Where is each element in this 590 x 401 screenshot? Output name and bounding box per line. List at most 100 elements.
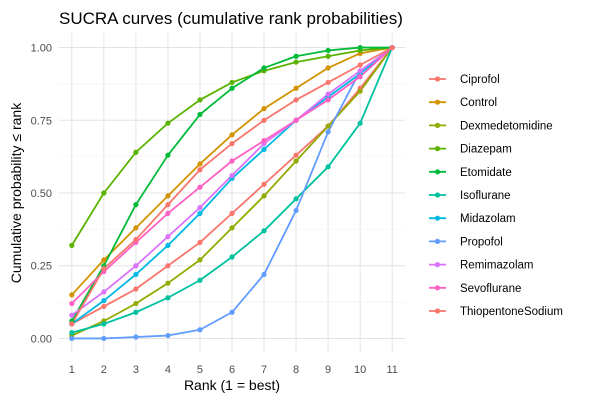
data-point-etomidate bbox=[293, 53, 299, 59]
data-point-control bbox=[133, 225, 139, 231]
data-point-dexmedetomidine bbox=[165, 280, 171, 286]
data-point-ciprofol bbox=[101, 303, 107, 310]
legend-key-point bbox=[434, 285, 441, 291]
data-point-thiopentonesodium bbox=[357, 62, 363, 68]
data-point-sevoflurane bbox=[357, 74, 363, 80]
legend-key-point bbox=[434, 192, 441, 198]
data-point-dexmedetomidine bbox=[357, 88, 363, 94]
data-point-remimazolam bbox=[197, 204, 203, 211]
data-point-isoflurane bbox=[293, 196, 299, 202]
y-tick-label: 0.50 bbox=[31, 188, 52, 200]
legend-label: Remimazolam bbox=[460, 260, 534, 272]
legend-key-point bbox=[434, 76, 441, 82]
data-point-etomidate bbox=[165, 152, 171, 158]
data-point-dexmedetomidine bbox=[261, 193, 267, 199]
data-point-dexmedetomidine bbox=[197, 257, 203, 263]
legend-item: Isoflurane bbox=[429, 190, 511, 202]
data-point-midazolam bbox=[133, 271, 139, 278]
data-point-propofol bbox=[229, 309, 235, 315]
data-point-diazepam bbox=[325, 53, 331, 59]
data-point-ciprofol bbox=[133, 286, 139, 292]
x-tick-label: 7 bbox=[261, 364, 267, 376]
legend-label: Diazepam bbox=[460, 144, 512, 156]
legend-item: Dexmedetomidine bbox=[429, 120, 553, 132]
data-point-diazepam bbox=[165, 120, 171, 126]
legend-label: Propofol bbox=[460, 236, 503, 248]
series-points bbox=[69, 44, 395, 342]
legend-label: Isoflurane bbox=[460, 190, 511, 202]
x-axis-ticks: 1 2 3 4 5 6 7 8 9 10 11 bbox=[69, 364, 398, 376]
data-point-sevoflurane bbox=[261, 138, 267, 144]
data-point-ciprofol bbox=[197, 239, 203, 246]
legend-key-point bbox=[434, 308, 441, 314]
data-point-dexmedetomidine bbox=[229, 225, 235, 231]
legend-item: Propofol bbox=[429, 236, 503, 248]
data-point-thiopentonesodium bbox=[101, 266, 107, 272]
legend-item: Etomidate bbox=[429, 167, 512, 179]
y-axis-title: Cumulative probability ≤ rank bbox=[8, 102, 24, 283]
data-point-control bbox=[293, 85, 299, 91]
legend-item: Control bbox=[429, 97, 497, 109]
data-point-isoflurane bbox=[261, 228, 267, 234]
legend-key-point bbox=[434, 238, 441, 244]
data-point-midazolam bbox=[165, 242, 171, 248]
x-tick-label: 3 bbox=[133, 364, 139, 376]
legend-key-point bbox=[434, 262, 441, 268]
data-point-control bbox=[229, 132, 235, 138]
legend-label: Dexmedetomidine bbox=[460, 120, 553, 132]
data-point-midazolam bbox=[197, 210, 203, 216]
data-point-midazolam bbox=[261, 146, 267, 152]
x-tick-label: 10 bbox=[354, 364, 366, 376]
data-point-thiopentonesodium bbox=[293, 97, 299, 103]
data-point-etomidate bbox=[325, 47, 331, 54]
x-tick-label: 9 bbox=[325, 364, 331, 376]
y-tick-label: 0.25 bbox=[31, 261, 52, 273]
data-point-propofol bbox=[69, 335, 75, 342]
data-point-etomidate bbox=[261, 65, 267, 71]
data-point-control bbox=[69, 292, 75, 298]
x-tick-label: 5 bbox=[197, 364, 203, 376]
legend-item: Sevoflurane bbox=[429, 283, 521, 295]
data-point-etomidate bbox=[197, 111, 203, 118]
x-tick-label: 6 bbox=[229, 364, 235, 376]
legend-item: ThiopentoneSodium bbox=[429, 306, 563, 318]
data-point-propofol bbox=[133, 334, 139, 340]
x-tick-label: 2 bbox=[101, 364, 107, 376]
data-point-sevoflurane bbox=[69, 300, 75, 307]
x-tick-label: 1 bbox=[69, 364, 75, 376]
data-point-etomidate bbox=[229, 85, 235, 91]
data-point-isoflurane bbox=[69, 330, 75, 336]
data-point-remimazolam bbox=[229, 172, 235, 179]
data-point-propofol bbox=[325, 129, 331, 135]
data-point-sevoflurane bbox=[325, 97, 331, 103]
legend-label: Midazolam bbox=[460, 213, 516, 225]
legend-label: Etomidate bbox=[460, 167, 512, 179]
data-point-diazepam bbox=[101, 190, 107, 196]
data-point-diazepam bbox=[229, 79, 235, 86]
y-tick-label: 1.00 bbox=[31, 43, 52, 55]
data-point-remimazolam bbox=[165, 234, 171, 240]
legend-key-point bbox=[434, 99, 441, 105]
data-point-remimazolam bbox=[357, 68, 363, 74]
y-tick-label: 0.75 bbox=[31, 115, 52, 127]
data-point-etomidate bbox=[357, 44, 363, 51]
x-tick-label: 4 bbox=[165, 364, 171, 376]
data-point-ciprofol bbox=[229, 210, 235, 216]
data-point-sevoflurane bbox=[197, 184, 203, 190]
data-point-thiopentonesodium bbox=[325, 79, 331, 86]
data-point-propofol bbox=[101, 335, 107, 342]
data-point-remimazolam bbox=[101, 289, 107, 295]
data-point-isoflurane bbox=[325, 164, 331, 170]
data-point-control bbox=[197, 161, 203, 167]
data-point-remimazolam bbox=[325, 91, 331, 97]
legend-label: Sevoflurane bbox=[460, 283, 521, 295]
data-point-isoflurane bbox=[101, 321, 107, 327]
legend-key-point bbox=[434, 122, 441, 128]
data-point-sevoflurane bbox=[229, 158, 235, 164]
data-point-midazolam bbox=[101, 298, 107, 304]
data-point-ciprofol bbox=[261, 181, 267, 187]
legend-item: Midazolam bbox=[429, 213, 516, 225]
data-point-propofol bbox=[165, 332, 171, 339]
data-point-control bbox=[101, 257, 107, 263]
